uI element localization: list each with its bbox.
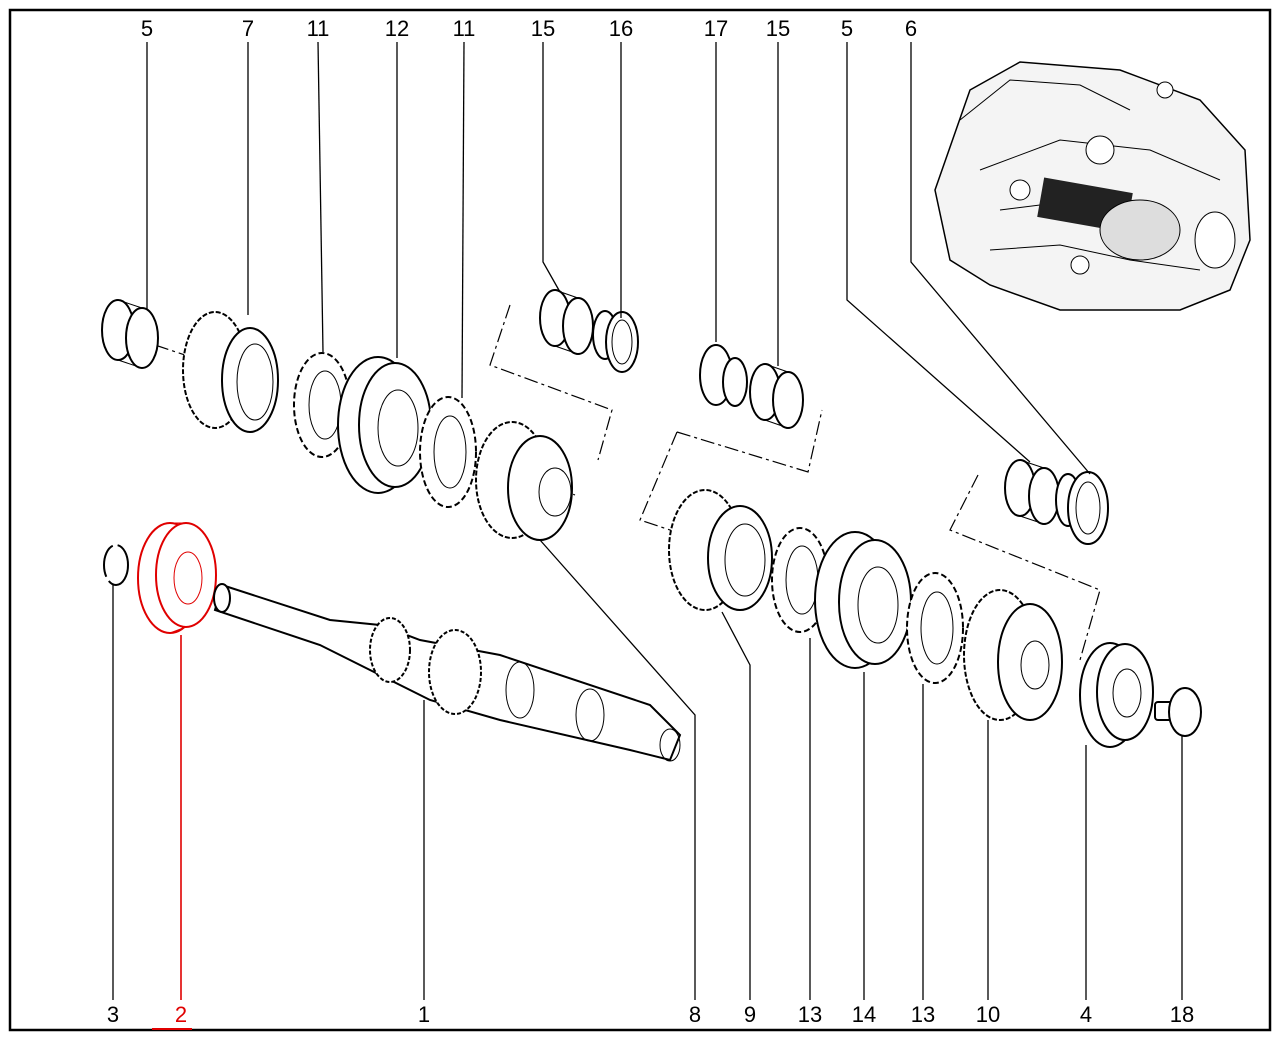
gear-7 <box>182 311 279 433</box>
callout-9: 9 <box>744 1002 756 1027</box>
needle-bearing-5 <box>101 299 159 369</box>
callout-17: 17 <box>704 16 728 41</box>
needle-bearing-15b <box>749 363 804 429</box>
synchro-ring-11b <box>419 396 477 508</box>
callout-5: 5 <box>841 16 853 41</box>
needle-bearing-5b <box>1004 459 1060 525</box>
transmission-inset-image <box>934 61 1251 311</box>
bushing-16 <box>592 310 639 373</box>
callout-7: 7 <box>242 16 254 41</box>
callout-13: 13 <box>911 1002 935 1027</box>
callout-10: 10 <box>976 1002 1000 1027</box>
callout-1: 1 <box>418 1002 430 1027</box>
diagram-frame <box>8 8 1272 1032</box>
gear-8 <box>475 421 573 541</box>
callout-15: 15 <box>531 16 555 41</box>
bushing-6 <box>1055 471 1109 545</box>
synchro-ring-13b <box>906 572 964 684</box>
synchronizer-hub-14 <box>814 531 912 669</box>
main-shaft-1 <box>213 583 682 762</box>
needle-bearing-15 <box>539 289 594 355</box>
gear-10 <box>963 589 1063 721</box>
ball-bearing-2-highlighted <box>137 522 217 634</box>
synchronizer-hub-12 <box>337 356 432 494</box>
bolt-18 <box>1154 687 1202 737</box>
callout-11: 11 <box>453 16 476 41</box>
callout-18: 18 <box>1170 1002 1194 1027</box>
callout-11: 11 <box>307 16 330 41</box>
callout-15: 15 <box>766 16 790 41</box>
leader-lines <box>112 41 1183 1000</box>
callout-6: 6 <box>905 16 917 41</box>
callout-8: 8 <box>689 1002 701 1027</box>
callout-16: 16 <box>609 16 633 41</box>
gear-9 <box>668 489 773 611</box>
top-callouts: 5 7 11 12 11 15 16 17 15 5 6 <box>141 16 917 41</box>
circlip-3 <box>103 544 129 586</box>
callout-3: 3 <box>107 1002 119 1027</box>
bushing-17 <box>699 344 748 407</box>
callout-2-highlighted[interactable]: 2 <box>175 1002 187 1027</box>
callout-14: 14 <box>852 1002 876 1027</box>
callout-13: 13 <box>798 1002 822 1027</box>
callout-4: 4 <box>1080 1002 1092 1027</box>
callout-5: 5 <box>141 16 153 41</box>
callout-12: 12 <box>385 16 409 41</box>
ball-bearing-4 <box>1079 642 1154 748</box>
bottom-callouts: 3 2 1 8 9 13 14 13 10 4 18 <box>107 1002 1194 1030</box>
